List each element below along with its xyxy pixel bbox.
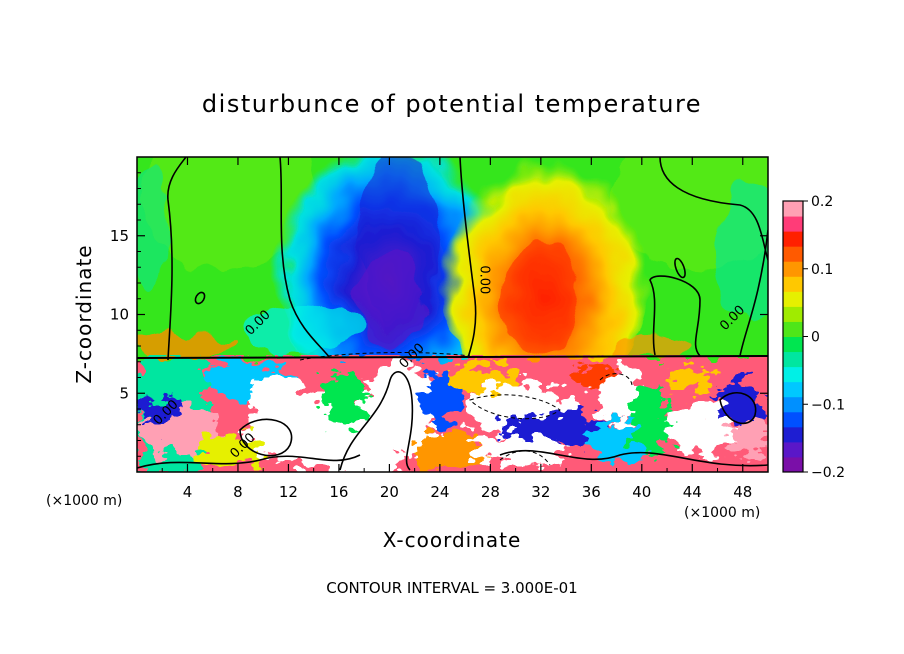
y-tick-label: 5 [119,384,129,402]
y-tick-label: 10 [110,306,129,324]
colorbar-segment [783,276,803,292]
y-tick-label: 15 [110,227,129,245]
x-tick-label: 48 [733,483,752,501]
colorbar-tick-label: 0 [811,330,820,346]
colorbar-segment [783,411,803,428]
x-tick-label: 12 [279,483,298,501]
colorbar-segment [783,231,803,247]
x-tick-label: 4 [183,483,193,501]
colorbar-segment [783,201,803,217]
colorbar-segment [783,216,803,232]
colorbar-segment [783,426,803,443]
colorbar-segment [783,396,803,413]
colorbar: 0.2 0.1 0 −0.1 −0.2 [782,194,845,481]
colorbar-tick-label: −0.2 [811,465,845,481]
colorbar-segment [783,336,803,353]
contour-label: 0.00 [476,265,491,294]
colorbar-segment [783,366,803,383]
lower-field [137,355,768,472]
colorbar-segment [783,351,803,368]
colorbar-tick-label: −0.1 [811,397,845,413]
y-axis-label: Z-coordinate [72,244,96,383]
x-tick-label: 8 [233,483,243,501]
x-tick-label: 44 [683,483,702,501]
x-unit-left: (×1000 m) [46,493,122,509]
upper-field [137,157,768,405]
colorbar-segment [783,306,803,322]
colorbar-segment [783,456,803,473]
contour-lines-dashed [299,352,633,466]
x-tick-label: 40 [632,483,651,501]
x-tick-label: 20 [380,483,399,501]
colorbar-segment [783,246,803,262]
y-axis: 5 10 15 [110,172,768,457]
colorbar-segment [783,381,803,398]
colorbar-segment [783,291,803,307]
colorbar-tick-label: 0.2 [811,194,833,210]
contour-lines [137,157,768,471]
plot-area: 0.000.000.000.000.000.00 [137,157,768,472]
x-axis-label: X-coordinate [383,528,522,552]
x-tick-label: 28 [481,483,500,501]
contour-interval-note: CONTOUR INTERVAL = 3.000E-01 [326,579,577,597]
colorbar-tick-label: 0.1 [811,262,833,278]
x-tick-label: 36 [582,483,601,501]
x-tick-label: 32 [531,483,550,501]
x-unit-right: (×1000 m) [684,505,760,521]
chart-title: disturbunce of potential temperature [202,90,702,118]
colorbar-segment [783,321,803,337]
colorbar-segment [783,441,803,458]
x-tick-label: 24 [430,483,449,501]
x-tick-label: 16 [329,483,348,501]
colorbar-segment [783,261,803,277]
x-axis: 4 8 12 16 20 24 28 32 36 40 44 48 [161,157,752,501]
